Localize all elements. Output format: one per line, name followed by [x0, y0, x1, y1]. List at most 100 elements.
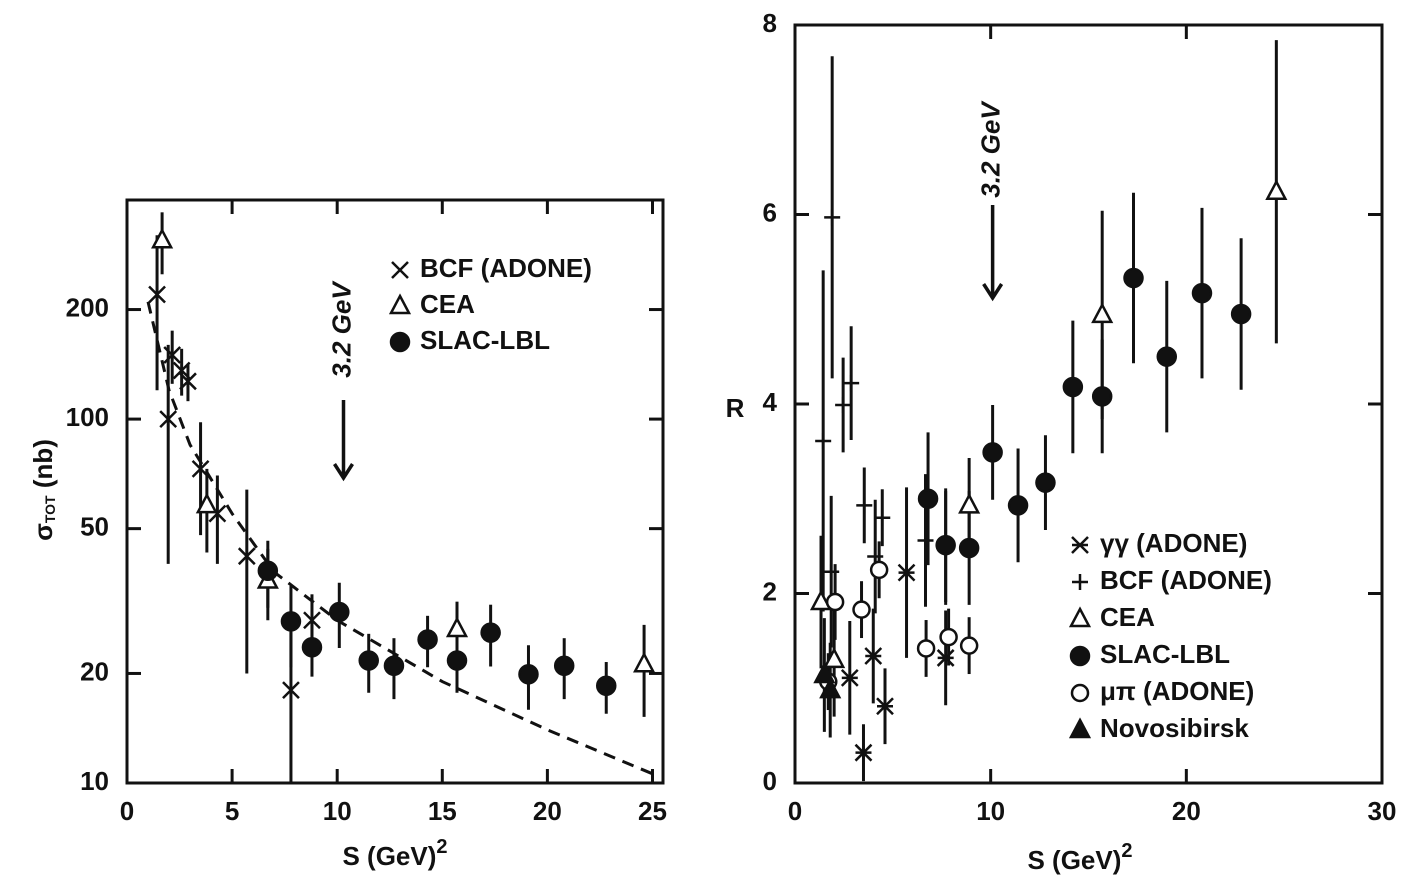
- marker: [237, 547, 256, 566]
- legend-marker: [1068, 606, 1092, 628]
- marker: [813, 662, 836, 684]
- legend-marker: [1068, 717, 1092, 739]
- legend-label: μπ (ADONE): [1100, 676, 1254, 706]
- y-tick-label: 20: [80, 656, 109, 686]
- x-tick-label: 20: [1172, 796, 1201, 826]
- x-tick-label: 30: [1368, 796, 1397, 826]
- marker: [824, 209, 841, 226]
- marker: [856, 497, 873, 514]
- marker: [958, 492, 981, 514]
- legend-marker: [1069, 645, 1091, 667]
- legend-label: SLAC-LBL: [1100, 639, 1230, 669]
- marker: [815, 432, 832, 449]
- plot-area: [819, 40, 1278, 782]
- x-axis-label-text: S (GeV): [1027, 845, 1121, 875]
- marker: [1156, 346, 1178, 367]
- annotation: 3.2 GeV: [326, 280, 356, 378]
- marker: [840, 668, 859, 687]
- x-axis-label-text: S (GeV): [342, 841, 436, 871]
- marker: [852, 600, 871, 619]
- legend-marker: [1072, 574, 1088, 590]
- marker: [303, 611, 321, 630]
- marker: [823, 647, 846, 669]
- marker: [1265, 179, 1288, 201]
- marker: [163, 346, 182, 364]
- marker: [823, 563, 840, 580]
- right-frame: [793, 23, 1384, 785]
- marker: [446, 650, 468, 671]
- marker: [819, 677, 842, 699]
- x-axis-label: S (GeV)2: [342, 836, 447, 871]
- marker: [518, 663, 539, 685]
- marker: [843, 375, 860, 392]
- marker: [191, 459, 210, 478]
- y-axis-label-rest: (nb): [28, 439, 58, 495]
- marker: [939, 627, 958, 647]
- x-tick-label: 5: [225, 796, 239, 826]
- marker: [854, 743, 873, 762]
- y-axis-label-sub: TOT: [42, 495, 58, 523]
- x-axis-label: S (GeV)2: [1027, 840, 1132, 875]
- marker: [916, 639, 936, 658]
- y-tick-label: 8: [763, 8, 777, 38]
- marker: [982, 442, 1003, 463]
- legend-label: CEA: [1100, 602, 1155, 632]
- marker: [195, 492, 218, 514]
- marker: [480, 622, 501, 643]
- left-frame: [125, 198, 665, 785]
- y-tick-label: 100: [66, 402, 109, 432]
- marker: [869, 560, 889, 580]
- marker: [1035, 472, 1056, 493]
- marker: [876, 697, 894, 716]
- x-tick-label: 0: [120, 796, 134, 826]
- marker: [1091, 302, 1114, 324]
- legend-marker: [1070, 683, 1090, 703]
- marker: [301, 637, 323, 658]
- x-tick-label: 25: [638, 796, 667, 826]
- marker: [936, 649, 955, 667]
- x-tick-label: 10: [976, 796, 1005, 826]
- marker: [151, 227, 174, 249]
- marker: [257, 560, 279, 582]
- marker: [1091, 386, 1113, 407]
- marker: [825, 592, 845, 612]
- marker: [633, 651, 656, 673]
- x-tick-label: 15: [428, 796, 457, 826]
- marker: [383, 655, 405, 676]
- marker: [148, 285, 166, 304]
- marker: [917, 488, 939, 509]
- y-tick-label: 200: [66, 292, 109, 322]
- y-tick-label: 4: [763, 387, 778, 417]
- marker: [959, 636, 979, 655]
- legend-marker: [391, 261, 409, 279]
- y-tick-label: 50: [80, 512, 109, 542]
- marker: [358, 650, 379, 671]
- y-tick-label: 10: [80, 766, 109, 796]
- annotation: 3.2 GeV: [975, 100, 1005, 198]
- legend-marker: [389, 331, 411, 353]
- y-tick-label: 6: [763, 197, 777, 227]
- annotation-arrow: [982, 205, 1004, 302]
- fit-curve: [146, 301, 654, 776]
- marker: [874, 509, 891, 526]
- marker: [445, 616, 469, 638]
- marker: [159, 410, 178, 428]
- y-tick-label: 2: [763, 576, 777, 606]
- marker: [809, 589, 833, 611]
- marker: [280, 611, 302, 632]
- marker: [282, 681, 300, 699]
- marker: [553, 655, 575, 676]
- legend-marker: [388, 293, 412, 315]
- marker: [595, 675, 617, 697]
- y-tick-label: 0: [763, 766, 777, 796]
- x-tick-label: 0: [788, 796, 802, 826]
- x-tick-label: 10: [323, 796, 352, 826]
- x-tick-label: 20: [533, 796, 562, 826]
- marker: [172, 361, 191, 380]
- legend-label: BCF (ADONE): [420, 253, 592, 283]
- x-axis-label-sup: 2: [436, 836, 447, 858]
- marker: [417, 629, 438, 650]
- legend-label: BCF (ADONE): [1100, 565, 1272, 595]
- x-axis-label-sup: 2: [1121, 840, 1132, 862]
- marker: [917, 532, 934, 549]
